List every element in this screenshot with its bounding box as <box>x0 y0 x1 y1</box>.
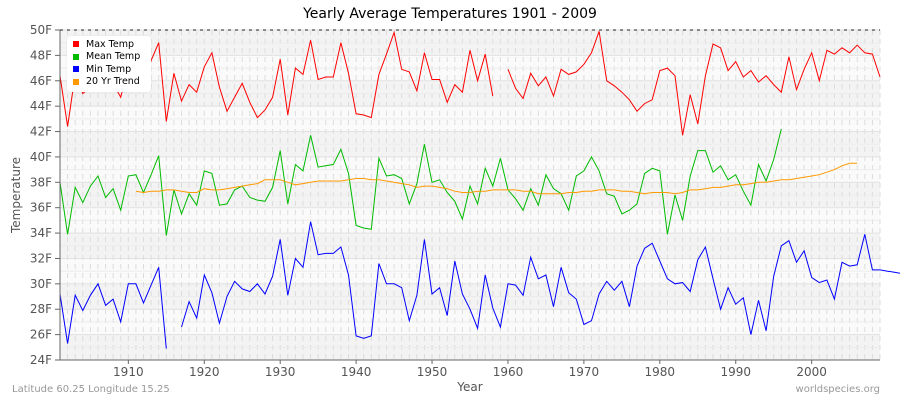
legend-item: Min Temp <box>67 63 151 76</box>
y-tick-label: 26F <box>30 328 52 342</box>
series-line <box>181 221 900 339</box>
series-line <box>507 31 881 136</box>
y-tick-label: 42F <box>30 125 52 139</box>
x-tick-label: 1970 <box>569 365 600 379</box>
y-tick-label: 30F <box>30 277 52 291</box>
y-tick-label: 34F <box>30 226 52 240</box>
legend-label: 20 Yr Trend <box>86 76 140 88</box>
x-tick-label: 1920 <box>189 365 220 379</box>
footer-coordinates: Latitude 60.25 Longitude 15.25 <box>12 384 170 395</box>
x-tick-label: 1910 <box>113 365 144 379</box>
x-tick-label: 1930 <box>265 365 296 379</box>
gridlines <box>59 29 881 361</box>
y-tick-label: 24F <box>30 353 52 367</box>
legend-label: Mean Temp <box>86 51 141 63</box>
x-tick-label: 1990 <box>720 365 751 379</box>
y-tick-label: 40F <box>30 150 52 164</box>
y-tick-label: 38F <box>30 175 52 189</box>
legend-item: 20 Yr Trend <box>67 76 151 89</box>
legend-swatch-icon <box>73 53 79 60</box>
y-axis-label: Temperature <box>9 157 23 234</box>
x-tick-label: 1940 <box>341 365 372 379</box>
legend-label: Min Temp <box>86 63 132 75</box>
legend-swatch-icon <box>73 41 79 48</box>
y-tick-label: 44F <box>30 99 52 113</box>
legend: Max Temp Mean Temp Min Temp 20 Yr Trend <box>67 36 151 92</box>
footer-source: worldspecies.org <box>795 384 880 395</box>
chart-title: Yearly Average Temperatures 1901 - 2009 <box>303 6 597 22</box>
legend-swatch-icon <box>73 78 79 85</box>
legend-item: Mean Temp <box>67 51 151 64</box>
y-tick-label: 32F <box>30 251 52 265</box>
x-tick-label: 1950 <box>417 365 448 379</box>
y-tick-label: 50F <box>30 23 52 37</box>
legend-item: Max Temp <box>67 38 151 51</box>
x-tick-label: 1960 <box>493 365 524 379</box>
y-tick-label: 46F <box>30 74 52 88</box>
series-line <box>59 267 167 349</box>
y-tick-label: 48F <box>30 48 52 62</box>
axes: 24F 26F 28F 30F 32F 34F 36F 38F 40F 42F 44F 46F 48F 5… <box>30 23 880 379</box>
series-line <box>59 128 782 236</box>
series-line <box>135 162 858 195</box>
y-tick-label: 36F <box>30 201 52 215</box>
x-tick-label: 1980 <box>645 365 676 379</box>
x-axis-label: Year <box>456 380 482 394</box>
legend-swatch-icon <box>73 66 79 73</box>
y-tick-label: 28F <box>30 302 52 316</box>
legend-label: Max Temp <box>86 38 134 50</box>
x-tick-label: 2000 <box>796 365 827 379</box>
